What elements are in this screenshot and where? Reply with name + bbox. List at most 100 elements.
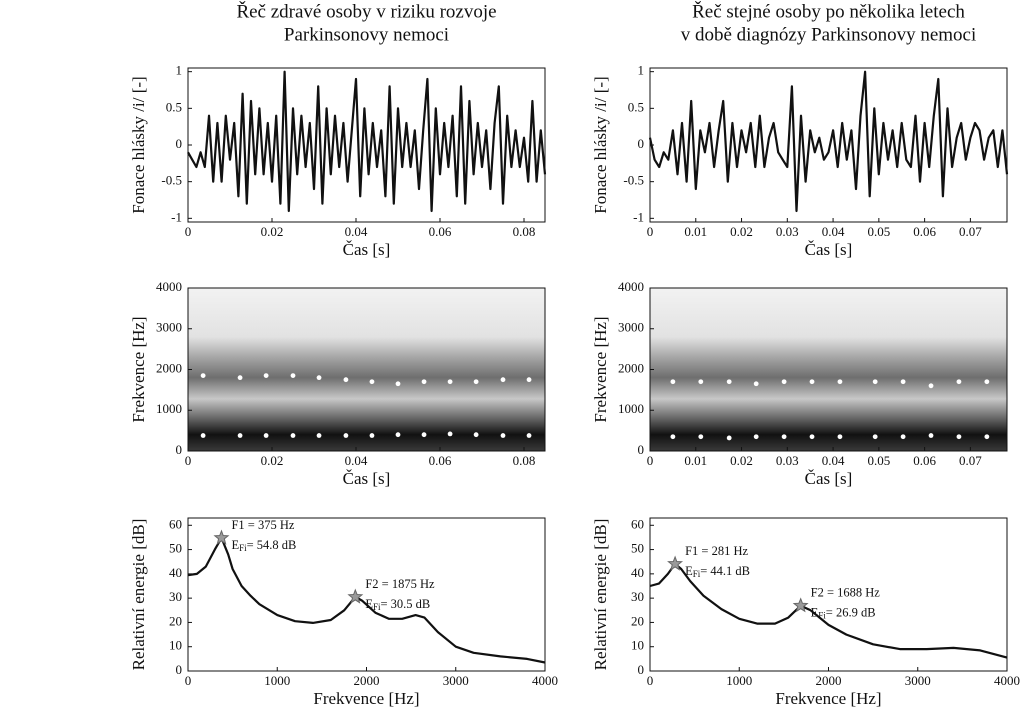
x-tick-label: 0.04 bbox=[345, 224, 368, 239]
formant-dot bbox=[753, 381, 759, 387]
y-tick-label: 1 bbox=[638, 63, 645, 78]
y-tick-label: 50 bbox=[169, 541, 182, 556]
y-tick-label: 4000 bbox=[156, 279, 182, 294]
chart-title: Řeč zdravé osoby v riziku rozvoje bbox=[236, 0, 496, 22]
chart-title: v době diagnózy Parkinsonovy nemoci bbox=[681, 24, 977, 45]
x-axis-label: Čas [s] bbox=[805, 240, 853, 259]
formant-dot bbox=[956, 379, 962, 385]
annotation: F1 = 281 Hz bbox=[685, 544, 748, 558]
y-tick-label: -1 bbox=[171, 209, 182, 224]
formant-dot bbox=[698, 379, 704, 385]
y-tick-label: 3000 bbox=[618, 320, 644, 335]
x-tick-label: 0.01 bbox=[684, 224, 707, 239]
x-tick-label: 4000 bbox=[994, 673, 1020, 688]
plot-frame bbox=[649, 517, 1008, 672]
y-tick-label: 50 bbox=[631, 541, 644, 556]
formant-dot bbox=[809, 379, 815, 385]
formant-dot bbox=[369, 433, 375, 438]
formant-dot bbox=[500, 433, 506, 438]
annotation-sub: Fi bbox=[239, 543, 247, 553]
x-tick-label: 0 bbox=[647, 673, 654, 688]
annotation: F2 = 1875 Hz bbox=[365, 577, 435, 591]
x-tick-label: 0.02 bbox=[261, 453, 284, 468]
x-tick-label: 0.08 bbox=[513, 224, 536, 239]
y-tick-label: 0 bbox=[638, 136, 645, 151]
x-tick-label: 0 bbox=[185, 224, 192, 239]
formant-dot bbox=[473, 432, 479, 438]
formant-dot bbox=[928, 433, 934, 438]
spectrogram-image bbox=[188, 288, 545, 451]
annotation-part: E bbox=[365, 597, 373, 611]
x-tick-label: 0.06 bbox=[913, 453, 936, 468]
y-tick-label: 1000 bbox=[618, 401, 644, 416]
formant-dot bbox=[395, 432, 401, 438]
line bbox=[187, 536, 546, 664]
x-tick-label: 0.04 bbox=[822, 224, 845, 239]
y-tick-label: 2000 bbox=[156, 360, 182, 375]
line bbox=[187, 70, 547, 213]
y-tick-label: 0 bbox=[176, 442, 183, 457]
formant-dot bbox=[237, 433, 243, 438]
formant-dot bbox=[343, 433, 349, 438]
formant-dot bbox=[670, 434, 676, 440]
x-tick-label: 0.02 bbox=[730, 453, 753, 468]
annotation-part: = 44.1 dB bbox=[700, 564, 750, 578]
x-tick-label: 0 bbox=[185, 673, 192, 688]
formant-dot bbox=[726, 435, 732, 441]
annotation-part: E bbox=[231, 538, 239, 552]
formant-dot bbox=[956, 434, 962, 440]
plot-frame bbox=[187, 287, 546, 452]
annotation: EFi= 54.8 dB bbox=[231, 538, 296, 553]
x-tick-label: 1000 bbox=[726, 673, 752, 688]
y-tick-label: 10 bbox=[631, 638, 644, 653]
x-tick-label: 4000 bbox=[532, 673, 558, 688]
y-tick-label: 0 bbox=[176, 136, 183, 151]
formant-dot bbox=[900, 379, 906, 385]
formant-dot bbox=[526, 377, 532, 383]
annotation: F2 = 1688 Hz bbox=[811, 586, 881, 600]
formant-dot bbox=[781, 434, 787, 440]
annotation: EFi= 44.1 dB bbox=[685, 564, 750, 579]
annotation: F1 = 375 Hz bbox=[231, 518, 294, 532]
y-tick-label: 30 bbox=[169, 589, 182, 604]
y-tick-label: 0 bbox=[638, 662, 645, 677]
y-tick-label: 0.5 bbox=[628, 99, 644, 114]
x-tick-label: 3000 bbox=[443, 673, 469, 688]
annotation-part: E bbox=[685, 564, 693, 578]
y-tick-label: 0.5 bbox=[166, 99, 182, 114]
peak-star bbox=[667, 555, 684, 571]
y-tick-label: -0.5 bbox=[623, 173, 644, 188]
formant-dot bbox=[837, 379, 843, 385]
x-tick-label: 0 bbox=[647, 453, 654, 468]
annotation-part: = 26.9 dB bbox=[826, 606, 876, 620]
y-axis-label: Frekvence [Hz] bbox=[129, 316, 148, 422]
y-tick-label: 1 bbox=[176, 63, 183, 78]
y-tick-label: 0 bbox=[176, 662, 183, 677]
y-tick-label: 30 bbox=[631, 589, 644, 604]
y-axis-label: Relativní energie [dB] bbox=[129, 519, 148, 671]
formant-dot bbox=[726, 379, 732, 385]
formant-dot bbox=[421, 379, 427, 385]
y-tick-label: 40 bbox=[631, 565, 644, 580]
x-axis-label: Čas [s] bbox=[343, 240, 391, 259]
x-tick-label: 0.08 bbox=[513, 453, 536, 468]
formant-dot bbox=[526, 433, 532, 438]
x-tick-label: 0 bbox=[185, 453, 192, 468]
x-tick-label: 1000 bbox=[264, 673, 290, 688]
x-tick-label: 0.06 bbox=[429, 224, 452, 239]
plot-frame bbox=[649, 287, 1008, 452]
y-tick-label: 2000 bbox=[618, 360, 644, 375]
formant-dot bbox=[900, 434, 906, 440]
y-axis-label: Fonace hlásky /i/ [-] bbox=[591, 76, 610, 213]
y-tick-label: 20 bbox=[631, 613, 644, 628]
plot-frame bbox=[649, 67, 1008, 223]
y-tick-label: 3000 bbox=[156, 320, 182, 335]
annotation-part: = 30.5 dB bbox=[381, 597, 431, 611]
formant-dot bbox=[984, 379, 990, 385]
x-axis-label: Čas [s] bbox=[805, 469, 853, 488]
x-tick-label: 0.03 bbox=[776, 453, 799, 468]
formant-dot bbox=[263, 433, 269, 438]
formant-dot bbox=[395, 381, 401, 387]
